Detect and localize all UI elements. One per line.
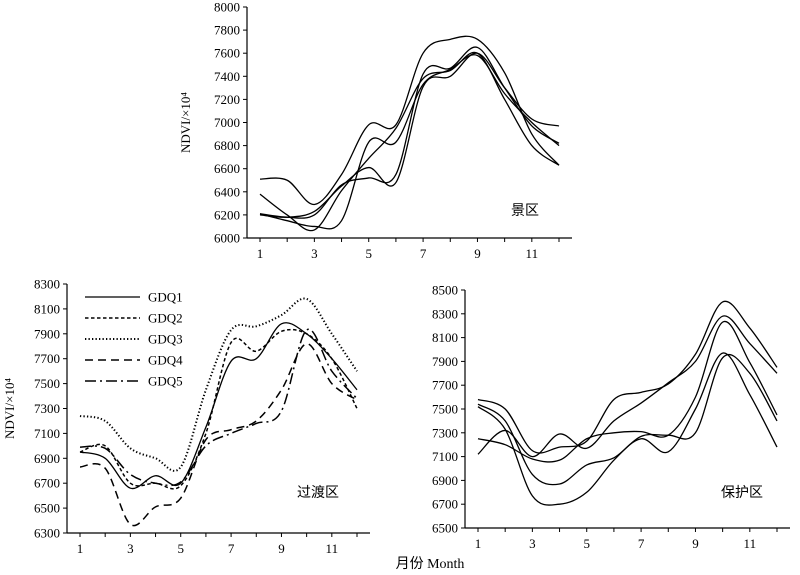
y-tick-label: 7500	[432, 402, 458, 417]
series-line-gdq1	[79, 322, 358, 490]
series-line-gdq5	[79, 328, 358, 487]
y-tick-label: 6700	[34, 476, 60, 491]
y-tick-label: 7700	[34, 351, 60, 366]
x-tick-label: 5	[177, 541, 184, 556]
y-tick-label: 8100	[432, 330, 458, 345]
series-line-4	[259, 46, 560, 219]
x-tick-label: 1	[475, 536, 482, 551]
x-tick-label: 9	[692, 536, 699, 551]
series-line-5	[477, 320, 778, 463]
series-line-3	[259, 51, 560, 232]
x-axis-label: 月份 Month	[396, 556, 465, 572]
y-tick-label: 6900	[34, 451, 60, 466]
x-tick-label: 7	[638, 536, 645, 551]
x-tick-label: 9	[278, 541, 285, 556]
y-axis-label: NDVI/×10⁴	[178, 92, 193, 153]
x-tick-label: 3	[127, 541, 134, 556]
legend-label: GDQ3	[148, 332, 183, 347]
y-tick-label: 7900	[34, 326, 60, 341]
series-line-gdq3	[79, 297, 358, 472]
y-tick-label: 8300	[432, 306, 458, 321]
y-tick-label: 7100	[34, 426, 60, 441]
y-tick-label: 7900	[432, 354, 458, 369]
x-tick-label: 5	[583, 536, 590, 551]
panel-protected-area: 6500 6700 6900 7100 7300 7500 7700 7900 8100 8300…	[432, 283, 790, 551]
x-tick-label: 11	[326, 541, 339, 556]
region-label: 保护区	[721, 485, 763, 501]
x-tick-label: 3	[311, 246, 318, 261]
legend-label: GDQ4	[148, 353, 183, 368]
y-tick-label: 8300	[34, 277, 60, 292]
x-tick-label: 1	[257, 246, 264, 261]
x-tick-label: 5	[365, 246, 372, 261]
y-tick-label: 6700	[432, 497, 458, 512]
x-tick-label: 3	[529, 536, 536, 551]
x-tick-label: 11	[744, 536, 757, 551]
y-tick-label: 6200	[214, 207, 240, 222]
x-tick-label: 9	[474, 246, 481, 261]
y-axis-label: NDVI/×10⁴	[2, 378, 17, 439]
y-tick-label: 7000	[214, 115, 240, 130]
series-line-1	[259, 35, 560, 206]
y-tick-label: 6800	[214, 138, 240, 153]
y-tick-label: 8100	[34, 301, 60, 316]
series-line-3	[477, 353, 778, 486]
y-tick-label: 6400	[214, 184, 240, 199]
y-tick-label: 6300	[34, 526, 60, 541]
x-tick-label: 7	[420, 246, 427, 261]
region-label: 过渡区	[297, 485, 339, 501]
legend-label: GDQ2	[148, 311, 183, 326]
y-tick-label: 6500	[34, 501, 60, 516]
legend-label: GDQ5	[148, 374, 183, 389]
y-tick-label: 6500	[432, 521, 458, 536]
x-tick-label: 11	[526, 246, 539, 261]
y-tick-label: 8500	[432, 283, 458, 298]
y-tick-label: 8000	[214, 0, 240, 15]
y-tick-label: 7700	[432, 378, 458, 393]
y-tick-label: 6900	[432, 473, 458, 488]
x-tick-label: 7	[228, 541, 235, 556]
y-tick-label: 6000	[214, 231, 240, 246]
y-tick-label: 7600	[214, 46, 240, 61]
series-line-gdq4	[79, 343, 358, 527]
series-line-1	[477, 300, 778, 454]
legend-label: GDQ1	[148, 290, 183, 305]
series-line-gdq2	[79, 328, 358, 490]
y-tick-label: 7200	[214, 92, 240, 107]
panel-transition-zone: 6300 6500 6700 6900 7100 7300 7500 7700 7900 8100…	[2, 277, 370, 556]
y-tick-label: 7400	[214, 69, 240, 84]
region-label: 景区	[511, 203, 539, 219]
series-line-5	[259, 54, 560, 230]
series-line-2	[259, 52, 560, 218]
y-tick-label: 7300	[34, 401, 60, 416]
x-tick-label: 1	[77, 541, 84, 556]
y-tick-label: 7800	[214, 23, 240, 38]
panel-scenic-area: 6000620064006600680070007200740076007800…	[178, 0, 572, 261]
y-tick-label: 7100	[432, 449, 458, 464]
y-tick-label: 6600	[214, 161, 240, 176]
y-tick-label: 7300	[432, 425, 458, 440]
series-line-2	[477, 315, 778, 458]
series-line-4	[477, 352, 778, 506]
y-tick-label: 7500	[34, 376, 60, 391]
